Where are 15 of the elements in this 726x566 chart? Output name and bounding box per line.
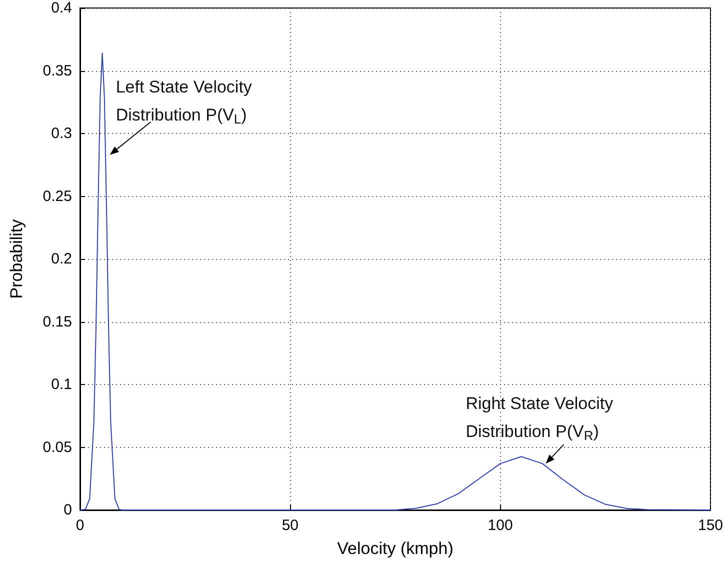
y-tick-label: 0.15 bbox=[42, 313, 72, 330]
y-tick-label: 0.2 bbox=[51, 250, 72, 268]
y-tick-label: 0 bbox=[64, 502, 72, 518]
y-tick-label: 0.1 bbox=[51, 376, 72, 393]
y-tick-label: 0.25 bbox=[42, 188, 72, 205]
x-tick-label: 150 bbox=[698, 517, 723, 534]
x-tick-label: 50 bbox=[282, 517, 299, 534]
y-tick-label: 0.35 bbox=[42, 62, 72, 80]
y-tick-label: 0.3 bbox=[51, 125, 72, 142]
y-tick-label: 0.05 bbox=[42, 438, 72, 456]
x-axis-title: Velocity (kmph) bbox=[337, 539, 454, 558]
x-tick-label: 100 bbox=[488, 517, 513, 534]
y-tick-label: 0.4 bbox=[51, 0, 72, 16]
y-axis-title: Probability bbox=[7, 218, 26, 299]
x-tick-label: 0 bbox=[76, 517, 84, 534]
